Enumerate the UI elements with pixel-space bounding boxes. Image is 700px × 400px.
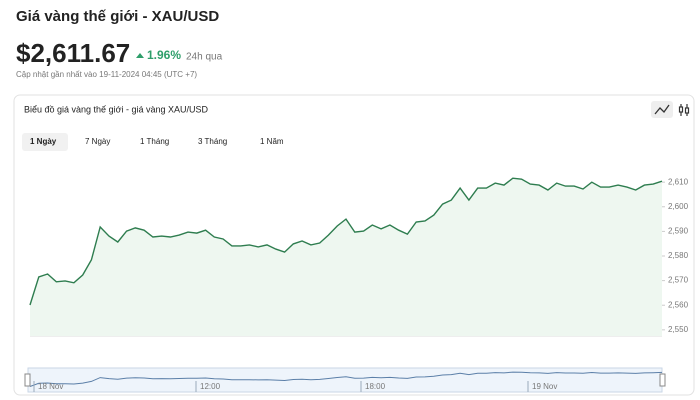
period: 24h qua [186,52,223,63]
y-tick-label: 2,550 [668,325,689,334]
area-fill [30,178,662,336]
up-arrow [136,53,144,58]
updated: Cập nhật gần nhất vào 19-11-2024 04:45 (… [16,70,197,79]
candle-icon[interactable] [678,104,690,116]
y-tick-label: 2,600 [668,202,689,211]
y-tick-label: 2,560 [668,300,689,309]
price-line [29,177,663,306]
period-tab[interactable]: 1 Tháng [140,137,169,146]
price: $2,611.67 [16,38,130,68]
period-tab[interactable]: 7 Ngày [85,137,110,146]
period-tab[interactable]: 3 Tháng [198,137,227,146]
navigator-label: 12:00 [200,382,221,391]
navigator[interactable] [27,367,663,393]
navigator-handle[interactable] [659,373,666,387]
change: 1.96% [147,48,181,62]
navigator-label: 18:00 [365,382,386,391]
y-tick-label: 2,580 [668,251,689,260]
line-icon [654,104,670,115]
period-tab[interactable]: 1 Năm [260,137,284,146]
navigator-handle[interactable] [24,373,31,387]
active-tab-bg [22,133,68,151]
y-tick-label: 2,570 [668,276,689,285]
chart-title: Biểu đồ giá vàng thế giới - giá vàng XAU… [24,104,209,114]
y-tick-label: 2,590 [668,226,689,235]
y-tick-label: 2,610 [668,177,689,186]
navigator-label: 18 Nov [38,382,63,391]
navigator-line [29,371,663,387]
navigator-label: 19 Nov [532,382,557,391]
page-title: Giá vàng thế giới - XAU/USD [16,8,219,25]
period-tab[interactable]: 1 Ngày [30,137,57,146]
